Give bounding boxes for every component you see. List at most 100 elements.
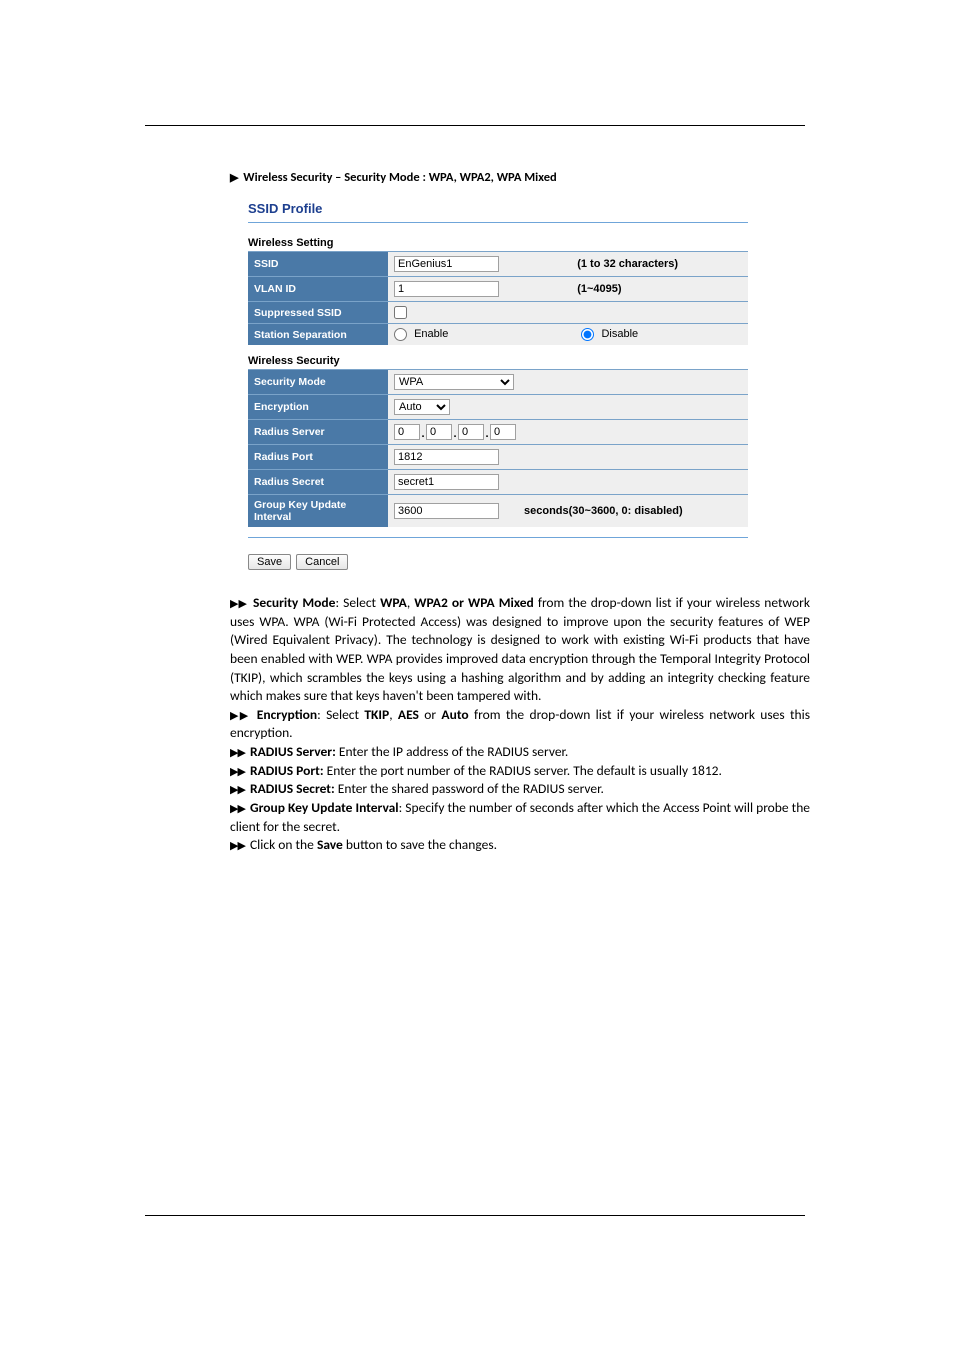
hint-radius-secret: [518, 470, 748, 495]
cell-ssid-value: [388, 252, 571, 277]
text: Enter the port number of the RADIUS serv…: [324, 762, 722, 779]
cell-security-mode: WPA: [388, 370, 748, 395]
term-auto: Auto: [441, 706, 468, 723]
label-encryption: Encryption: [248, 395, 388, 420]
row-vlan: VLAN ID (1~4095): [248, 277, 748, 302]
double-triangle-icon: ▶▶: [230, 747, 245, 759]
label-radius-secret: Radius Secret: [248, 470, 388, 495]
para-radius-server: ▶▶ RADIUS Server: Enter the IP address o…: [230, 743, 810, 762]
term-save: Save: [317, 836, 343, 853]
cell-suppressed: [388, 302, 748, 324]
radius-port-input[interactable]: [394, 449, 499, 465]
para-radius-secret: ▶▶ RADIUS Secret: Enter the shared passw…: [230, 780, 810, 799]
row-radius-secret: Radius Secret: [248, 470, 748, 495]
term-tkip: TKIP: [364, 706, 389, 723]
para-radius-port: ▶▶ RADIUS Port: Enter the port number of…: [230, 762, 810, 781]
page-content: ▶ Wireless Security – Security Mode : WP…: [230, 170, 810, 855]
text: ,: [389, 706, 398, 723]
cancel-button[interactable]: Cancel: [296, 554, 348, 570]
label-vlan: VLAN ID: [248, 277, 388, 302]
term-encryption: Encryption: [257, 706, 317, 723]
label-security-mode: Security Mode: [248, 370, 388, 395]
triangle-bullet-icon: ▶: [230, 172, 238, 184]
text: Enter the IP address of the RADIUS serve…: [336, 743, 569, 760]
wireless-setting-table: SSID (1 to 32 characters) VLAN ID (1~409…: [248, 251, 748, 345]
double-triangle-icon: ▶▶: [230, 803, 245, 815]
term-radius-secret: RADIUS Secret:: [250, 780, 335, 797]
bottom-horizontal-rule: [145, 1215, 805, 1216]
label-separation: Station Separation: [248, 324, 388, 346]
term-security-mode: Security Mode: [253, 594, 335, 611]
radius-ip-octet-4[interactable]: [490, 424, 516, 440]
cell-gkui: [388, 495, 518, 528]
double-triangle-icon: ▶▶: [230, 598, 247, 610]
para-encryption: ▶▶ Encryption: Select TKIP, AES or Auto …: [230, 706, 810, 743]
enable-option: Enable: [394, 328, 451, 340]
save-button[interactable]: Save: [248, 554, 291, 570]
term-radius-server: RADIUS Server:: [250, 743, 336, 760]
radius-ip-octet-3[interactable]: [458, 424, 484, 440]
row-ssid: SSID (1 to 32 characters): [248, 252, 748, 277]
security-mode-select[interactable]: WPA: [394, 374, 514, 390]
radius-secret-input[interactable]: [394, 474, 499, 490]
text: : Select: [317, 706, 364, 723]
term-radius-port: RADIUS Port:: [250, 762, 324, 779]
term-group-key: Group Key Update Interval: [250, 799, 399, 816]
gkui-input[interactable]: [394, 503, 499, 519]
cell-radius-port: [388, 445, 748, 470]
section-heading: ▶ Wireless Security – Security Mode : WP…: [230, 170, 810, 185]
row-radius-port: Radius Port: [248, 445, 748, 470]
label-radius-port: Radius Port: [248, 445, 388, 470]
disable-radio[interactable]: [581, 328, 594, 341]
panel-title: SSID Profile: [248, 201, 748, 216]
ssid-input[interactable]: [394, 256, 499, 272]
enable-label: Enable: [414, 328, 448, 340]
term-aes: AES: [398, 706, 419, 723]
enable-radio[interactable]: [394, 328, 407, 341]
section-heading-text: Wireless Security – Security Mode : WPA,…: [243, 170, 556, 185]
double-triangle-icon: ▶▶: [230, 710, 249, 722]
top-horizontal-rule: [145, 125, 805, 126]
radius-ip-octet-2[interactable]: [426, 424, 452, 440]
label-gkui: Group Key Update Interval: [248, 495, 388, 528]
disable-option: Disable: [581, 328, 638, 340]
row-encryption: Encryption Auto: [248, 395, 748, 420]
wireless-security-heading: Wireless Security: [248, 355, 748, 367]
para-group-key: ▶▶ Group Key Update Interval: Specify th…: [230, 799, 810, 836]
cell-separation: Enable Disable: [388, 324, 748, 346]
hint-vlan: (1~4095): [571, 277, 748, 302]
hint-gkui: seconds(30~3600, 0: disabled): [518, 495, 748, 528]
button-row: Save Cancel: [248, 552, 748, 570]
term-wpa2-mixed: WPA2 or WPA Mixed: [414, 594, 534, 611]
hint-ssid: (1 to 32 characters): [571, 252, 748, 277]
text: button to save the changes.: [343, 836, 497, 853]
term-wpa: WPA: [380, 594, 407, 611]
text: Enter the shared password of the RADIUS …: [335, 780, 604, 797]
label-ssid: SSID: [248, 252, 388, 277]
cell-radius-server: ...: [388, 420, 748, 445]
para-security-mode: ▶▶ Security Mode: Select WPA, WPA2 or WP…: [230, 594, 810, 706]
para-save: ▶▶ Click on the Save button to save the …: [230, 836, 810, 855]
row-group-key-update: Group Key Update Interval seconds(30~360…: [248, 495, 748, 528]
ssid-profile-panel: SSID Profile Wireless Setting SSID (1 to…: [248, 201, 748, 570]
suppressed-ssid-checkbox[interactable]: [394, 306, 407, 319]
text: : Select: [335, 594, 380, 611]
double-triangle-icon: ▶▶: [230, 766, 245, 778]
vlan-input[interactable]: [394, 281, 499, 297]
row-radius-server: Radius Server ...: [248, 420, 748, 445]
row-security-mode: Security Mode WPA: [248, 370, 748, 395]
double-triangle-icon: ▶▶: [230, 784, 245, 796]
label-radius-server: Radius Server: [248, 420, 388, 445]
cell-radius-secret: [388, 470, 518, 495]
radius-ip-octet-1[interactable]: [394, 424, 420, 440]
text: Click on the: [250, 836, 317, 853]
wireless-setting-heading: Wireless Setting: [248, 237, 748, 249]
cell-encryption: Auto: [388, 395, 748, 420]
disable-label: Disable: [601, 328, 638, 340]
row-station-separation: Station Separation Enable Disable: [248, 324, 748, 346]
description-text: ▶▶ Security Mode: Select WPA, WPA2 or WP…: [230, 594, 810, 855]
text: or: [419, 706, 441, 723]
panel-divider: [248, 222, 748, 223]
encryption-select[interactable]: Auto: [394, 399, 450, 415]
double-triangle-icon: ▶▶: [230, 840, 245, 852]
